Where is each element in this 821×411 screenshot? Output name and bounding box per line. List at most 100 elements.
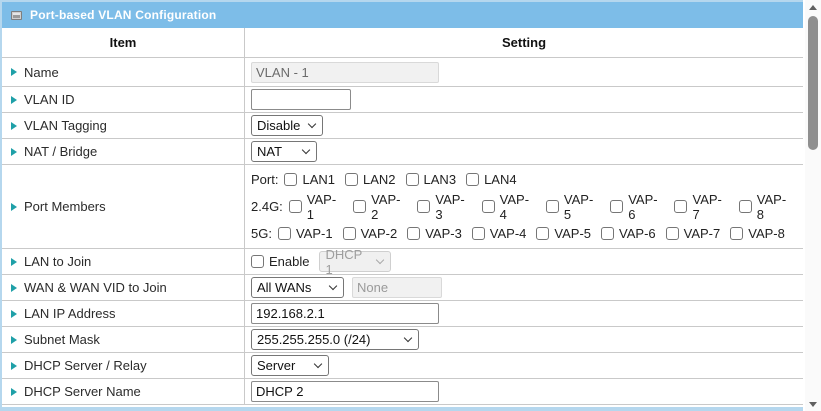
checkbox-2-4g-vap-1[interactable] [288,200,302,213]
row-label-subnet-mask: Subnet Mask [24,332,100,347]
checkbox-5g-vap-4[interactable] [471,226,485,240]
row-label-dhcp-mode: DHCP Server / Relay [24,358,147,373]
row-label-port-members: Port Members [24,199,106,214]
config-table: Item Setting Name VLAN ID VLA [2,28,803,405]
nat-bridge-select[interactable]: NAT [251,141,317,162]
checkbox-5g-vap-1[interactable] [277,226,291,240]
checkbox-label: VAP-8 [748,225,785,241]
table-row-lan-to-join: LAN to Join Enable DHCP 1 [2,247,803,277]
group-prefix-label: 2.4G: [251,199,283,214]
checkbox-2-4g-vap-7[interactable] [674,200,688,213]
checkbox-5g-vap-3[interactable] [407,226,421,240]
checkbox-5g-vap-6[interactable] [601,226,615,240]
chevron-down-icon [313,359,323,369]
row-label-vlan-id: VLAN ID [24,92,75,107]
row-label-wan-join: WAN & WAN VID to Join [24,280,167,295]
bullet-icon [11,95,17,104]
checkbox-label: VAP-1 [295,225,333,241]
table-row-nat-bridge: NAT / Bridge NAT [2,139,803,165]
checkbox-2-4g-vap-5[interactable] [545,200,559,213]
checkbox-label: VAP-8 [756,191,787,222]
port-members-line: 2.4G: VAP-1 VAP-2 VAP-3 VAP-4 VAP-5 VAP-6 VAP-7… [251,191,803,222]
titlebar: Port-based VLAN Configuration [2,2,803,28]
bullet-icon [11,387,17,396]
checkbox-label: VAP-7 [683,225,721,241]
vertical-scrollbar[interactable] [805,0,821,411]
arrow-up-icon [809,4,817,10]
checkbox-2-4g-vap-3[interactable] [417,200,431,213]
checkbox-label: VAP-6 [619,225,656,241]
checkbox-port-lan4[interactable] [466,173,480,187]
checkbox-label: VAP-5 [554,225,592,241]
checkbox-5g-vap-5[interactable] [536,226,550,240]
group-prefix-label: Port: [251,172,279,188]
dhcp-mode-selected-value: Server [257,358,296,373]
checkbox-label: LAN1 [302,172,335,188]
row-label-vlan-tagging: VLAN Tagging [24,118,107,133]
subnet-mask-select[interactable]: 255.255.255.0 (/24) [251,329,419,350]
group-prefix-label: 5G: [251,225,272,241]
row-label-nat-bridge: NAT / Bridge [24,144,98,159]
table-row-vlan-id: VLAN ID [2,87,803,113]
chevron-down-icon [307,119,317,129]
dhcp-server-name-input[interactable] [251,381,439,402]
checkbox-port-lan1[interactable] [284,173,298,187]
vlan-tagging-select[interactable]: Disable [251,115,323,136]
bullet-icon [11,309,17,318]
column-header-setting: Setting [501,35,547,50]
chevron-down-icon [301,145,311,155]
checkbox-label: VAP-4 [499,191,530,222]
scrollbar-up-button[interactable] [805,0,821,14]
checkbox-label: VAP-5 [563,191,594,222]
checkbox-label: LAN2 [363,172,396,188]
subnet-mask-selected-value: 255.255.255.0 (/24) [257,332,371,347]
scrollbar-thumb[interactable] [808,16,818,150]
checkbox-label: VAP-3 [425,225,462,241]
nat-bridge-selected-value: NAT [257,144,283,159]
checkbox-5g-vap-2[interactable] [342,226,356,240]
lan-ip-input[interactable] [251,303,439,324]
chevron-down-icon [328,281,338,291]
lan-to-join-dhcp-select: DHCP 1 [319,247,392,277]
checkbox-5g-vap-7[interactable] [665,226,679,240]
checkbox-label: VAP-4 [489,225,527,241]
lan-to-join-enable-checkbox[interactable] [251,255,264,268]
bullet-icon [11,147,17,156]
table-header-row: Item Setting [2,28,803,58]
bullet-icon [11,68,17,76]
vlan-tagging-selected-value: Disable [257,118,301,133]
wan-select[interactable]: All WANs [251,277,344,298]
checkbox-port-lan2[interactable] [345,173,358,187]
checkbox-2-4g-vap-2[interactable] [353,200,367,213]
table-row-name: Name [2,58,803,87]
checkbox-label: VAP-3 [435,191,465,222]
page-title: Port-based VLAN Configuration [30,8,217,22]
checkbox-2-4g-vap-6[interactable] [610,200,624,213]
dhcp-mode-select[interactable]: Server [251,355,329,376]
row-label-name: Name [24,64,59,80]
checkbox-label: LAN3 [423,172,457,188]
checkbox-port-lan3[interactable] [405,173,419,187]
wan-selected-value: All WANs [257,280,312,295]
table-row-dhcp-name: DHCP Server Name [2,379,803,405]
row-label-lan-ip: LAN IP Address [24,306,116,321]
checkbox-5g-vap-8[interactable] [730,226,744,240]
column-header-item: Item [2,28,245,57]
checkbox-2-4g-vap-4[interactable] [481,200,495,213]
port-members-line: 5G: VAP-1 VAP-2 VAP-3 VAP-4 VAP-5 VAP-6 VAP-7 VA… [251,221,795,247]
checkbox-label: LAN4 [484,172,517,188]
checkbox-2-4g-vap-8[interactable] [738,200,752,213]
table-row-subnet-mask: Subnet Mask 255.255.255.0 (/24) [2,327,803,353]
checkbox-label: VAP-1 [306,191,337,222]
bullet-icon [11,121,17,130]
checkbox-label: VAP-2 [360,225,398,241]
name-input [251,61,439,83]
bullet-icon [11,361,17,370]
bullet-icon [11,283,17,292]
scrollbar-down-button[interactable] [805,397,821,411]
row-label-lan-to-join: LAN to Join [24,254,92,269]
wan-vid-input [352,277,442,298]
row-label-dhcp-name: DHCP Server Name [24,384,141,399]
vlan-id-input[interactable] [251,89,351,110]
checkbox-label: VAP-7 [692,191,722,222]
